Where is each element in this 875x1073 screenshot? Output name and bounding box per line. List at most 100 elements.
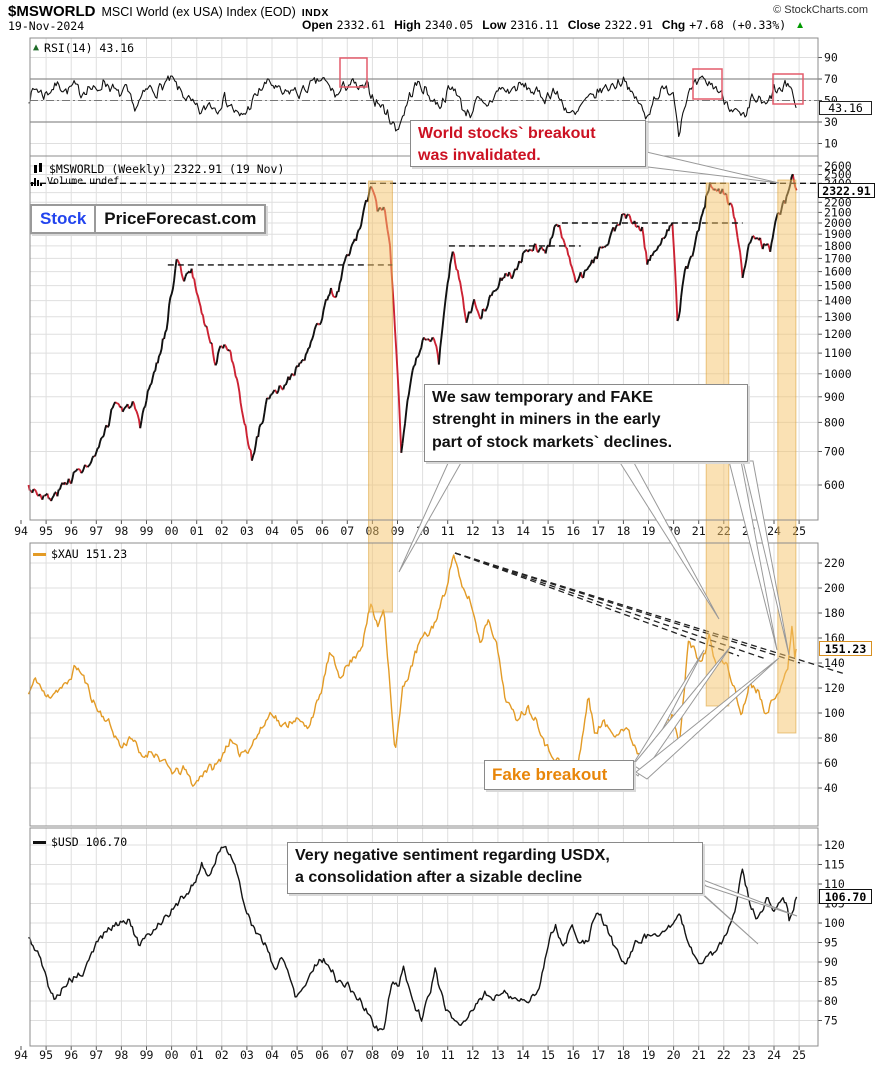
rsi-legend: ▲ RSI(14) 43.16 bbox=[33, 41, 134, 55]
svg-text:09: 09 bbox=[391, 1048, 405, 1062]
svg-text:94: 94 bbox=[14, 1048, 28, 1062]
usd-legend: $USD 106.70 bbox=[33, 835, 127, 849]
svg-text:17: 17 bbox=[591, 524, 605, 538]
close-label: Close bbox=[567, 18, 601, 32]
svg-text:80: 80 bbox=[824, 731, 838, 745]
logo-priceforecast-part: PriceForecast.com bbox=[94, 204, 267, 234]
svg-text:95: 95 bbox=[39, 1048, 53, 1062]
svg-text:03: 03 bbox=[240, 1048, 254, 1062]
volume-bars-icon bbox=[31, 177, 42, 186]
ticker-symbol: $MSWORLD bbox=[8, 3, 96, 20]
svg-text:1500: 1500 bbox=[824, 279, 852, 293]
svg-text:11: 11 bbox=[441, 1048, 455, 1062]
svg-text:115: 115 bbox=[824, 858, 845, 872]
stockpriceforecast-logo: Stock PriceForecast.com bbox=[30, 204, 267, 234]
svg-text:15: 15 bbox=[541, 524, 555, 538]
svg-text:75: 75 bbox=[824, 1014, 838, 1028]
svg-text:10: 10 bbox=[416, 1048, 430, 1062]
svg-text:22: 22 bbox=[717, 1048, 731, 1062]
svg-text:180: 180 bbox=[824, 606, 845, 620]
svg-text:98: 98 bbox=[114, 1048, 128, 1062]
usd-legend-label: $USD 106.70 bbox=[51, 835, 128, 849]
svg-text:220: 220 bbox=[824, 556, 845, 570]
svg-text:12: 12 bbox=[466, 524, 480, 538]
svg-text:100: 100 bbox=[824, 706, 845, 720]
svg-text:30: 30 bbox=[824, 115, 838, 129]
svg-text:06: 06 bbox=[315, 524, 329, 538]
svg-text:60: 60 bbox=[824, 756, 838, 770]
high-value: 2340.05 bbox=[424, 18, 474, 32]
svg-text:1700: 1700 bbox=[824, 251, 852, 265]
svg-text:90: 90 bbox=[824, 955, 838, 969]
svg-text:2000: 2000 bbox=[824, 216, 852, 230]
annotation-line: was invalidated. bbox=[418, 147, 541, 165]
annotation-line: Very negative sentiment regarding USDX, bbox=[295, 847, 610, 864]
svg-text:19: 19 bbox=[642, 524, 656, 538]
svg-text:110: 110 bbox=[824, 877, 845, 891]
svg-text:04: 04 bbox=[265, 524, 279, 538]
msworld-legend: $MSWORLD (Weekly) 2322.91 (19 Nov) bbox=[33, 162, 284, 176]
svg-text:99: 99 bbox=[140, 1048, 154, 1062]
open-label: Open bbox=[302, 18, 333, 32]
svg-text:140: 140 bbox=[824, 656, 845, 670]
svg-text:97: 97 bbox=[89, 1048, 103, 1062]
exchange-label: INDX bbox=[301, 7, 329, 19]
svg-text:1000: 1000 bbox=[824, 367, 852, 381]
svg-text:19: 19 bbox=[642, 1048, 656, 1062]
volume-legend: Volume undef bbox=[31, 176, 119, 187]
svg-text:94: 94 bbox=[14, 524, 28, 538]
svg-text:13: 13 bbox=[491, 1048, 505, 1062]
svg-text:96: 96 bbox=[64, 524, 78, 538]
svg-text:2500: 2500 bbox=[824, 168, 852, 182]
stockcharts-copyright: © StockCharts.com bbox=[773, 4, 868, 16]
svg-text:100: 100 bbox=[824, 916, 845, 930]
svg-text:06: 06 bbox=[315, 1048, 329, 1062]
xau-legend-label: $XAU 151.23 bbox=[51, 547, 128, 561]
annotation-fake-breakout: Fake breakout bbox=[484, 760, 634, 790]
svg-text:01: 01 bbox=[190, 524, 204, 538]
annotation-line: a consolidation after a sizable decline bbox=[295, 869, 583, 887]
svg-text:21: 21 bbox=[692, 524, 706, 538]
svg-text:95: 95 bbox=[824, 936, 838, 950]
rsi-legend-label: RSI(14) 43.16 bbox=[44, 41, 135, 55]
annotation-breakout-invalidated: World stocks` breakout was invalidated. bbox=[410, 120, 646, 167]
svg-text:1200: 1200 bbox=[824, 327, 852, 341]
svg-text:04: 04 bbox=[265, 1048, 279, 1062]
svg-text:40: 40 bbox=[824, 781, 838, 795]
rsi-indicator-icon: ▲ bbox=[33, 42, 40, 53]
msworld-current-value-tag: 2322.91 bbox=[818, 183, 875, 198]
svg-text:97: 97 bbox=[89, 524, 103, 538]
svg-text:200: 200 bbox=[824, 581, 845, 595]
usd-series-swatch bbox=[33, 840, 46, 844]
svg-text:05: 05 bbox=[290, 524, 304, 538]
svg-text:07: 07 bbox=[340, 1048, 354, 1062]
svg-text:02: 02 bbox=[215, 1048, 229, 1062]
annotation-usdx-sentiment: Very negative sentiment regarding USDX, … bbox=[287, 842, 703, 894]
quote-date: 19-Nov-2024 bbox=[8, 19, 85, 33]
svg-text:99: 99 bbox=[140, 524, 154, 538]
svg-text:120: 120 bbox=[824, 838, 845, 852]
svg-text:05: 05 bbox=[290, 1048, 304, 1062]
svg-text:10: 10 bbox=[824, 137, 838, 151]
svg-text:1900: 1900 bbox=[824, 227, 852, 241]
close-value: 2322.91 bbox=[604, 18, 653, 32]
svg-text:12: 12 bbox=[466, 1048, 480, 1062]
svg-text:900: 900 bbox=[824, 390, 845, 404]
chart-header: $MSWORLD MSCI World (ex USA) Index (EOD) I… bbox=[8, 3, 868, 20]
svg-text:20: 20 bbox=[667, 1048, 681, 1062]
xau-legend: $XAU 151.23 bbox=[33, 547, 127, 561]
svg-text:2600: 2600 bbox=[824, 159, 852, 173]
svg-text:16: 16 bbox=[566, 1048, 580, 1062]
ohlc-quote: Open 2332.61 High 2340.05 Low 2316.11 Cl… bbox=[302, 18, 805, 32]
svg-text:25: 25 bbox=[792, 1048, 806, 1062]
svg-text:96: 96 bbox=[64, 1048, 78, 1062]
svg-text:1100: 1100 bbox=[824, 346, 852, 360]
svg-text:600: 600 bbox=[824, 478, 845, 492]
index-name: MSCI World (ex USA) Index (EOD) bbox=[101, 5, 296, 19]
annotation-line: We saw temporary and FAKE bbox=[432, 389, 654, 406]
svg-text:80: 80 bbox=[824, 994, 838, 1008]
svg-text:14: 14 bbox=[516, 524, 530, 538]
svg-text:1300: 1300 bbox=[824, 310, 852, 324]
open-value: 2332.61 bbox=[336, 18, 386, 32]
